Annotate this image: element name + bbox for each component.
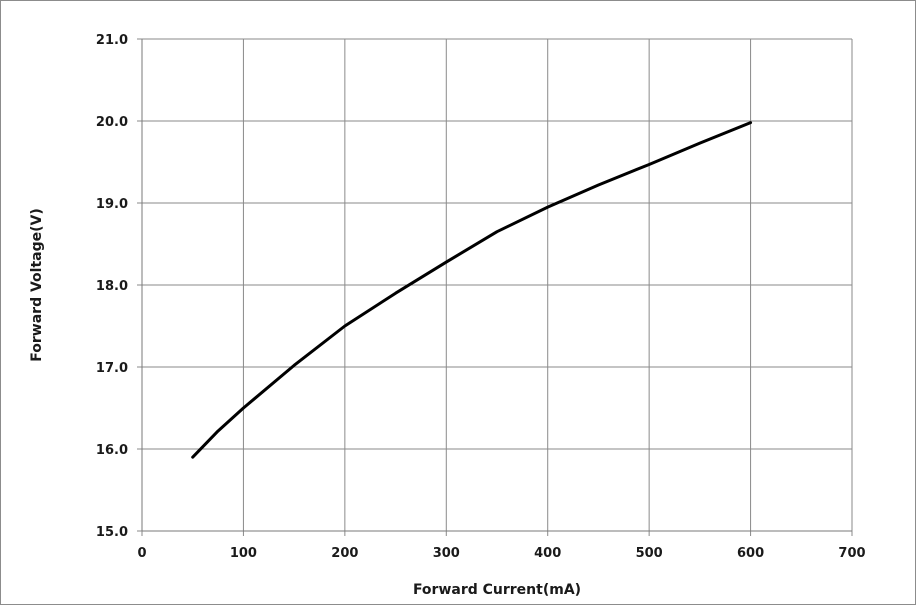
y-tick-label: 20.0: [96, 115, 128, 130]
x-axis-title: Forward Current(mA): [413, 582, 581, 598]
y-tick-label: 18.0: [96, 279, 128, 294]
y-tick-label: 17.0: [96, 361, 128, 376]
x-tick-label: 500: [636, 546, 663, 561]
series-layer: [191, 121, 753, 459]
y-tick-label: 15.0: [96, 525, 128, 540]
tick-labels: 0 100 200 300 400 500 600 700 15.0 16.0 17.0 18.0 19…: [96, 33, 866, 561]
x-tick-label: 0: [137, 546, 146, 561]
x-tick-label: 300: [433, 546, 460, 561]
x-tick-label: 600: [737, 546, 764, 561]
y-tick-label: 16.0: [96, 443, 128, 458]
grid: [142, 38, 853, 531]
x-tick-label: 700: [838, 546, 865, 561]
y-tick-label: 21.0: [96, 33, 128, 48]
x-tick-label: 400: [534, 546, 561, 561]
y-axis-title: Forward Voltage(V): [29, 208, 45, 361]
axes: [137, 38, 853, 536]
x-tick-label: 100: [230, 546, 257, 561]
series-line: [191, 121, 753, 459]
y-tick-label: 19.0: [96, 197, 128, 212]
x-tick-label: 200: [331, 546, 358, 561]
